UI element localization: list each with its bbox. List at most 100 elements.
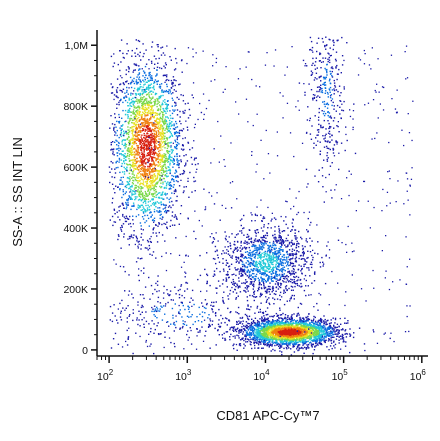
data-point	[168, 188, 171, 190]
data-point	[297, 345, 300, 347]
data-point	[127, 198, 129, 201]
data-point	[163, 222, 165, 225]
data-point	[279, 325, 281, 327]
data-point	[150, 141, 152, 143]
data-point	[140, 97, 142, 100]
data-point	[176, 195, 178, 198]
data-point	[331, 329, 333, 331]
data-point	[126, 163, 128, 165]
data-point	[164, 209, 167, 212]
data-point	[134, 100, 136, 103]
data-point	[133, 165, 136, 167]
data-point	[158, 202, 160, 204]
data-point	[317, 339, 319, 341]
data-point	[172, 158, 175, 160]
data-point	[142, 157, 144, 159]
data-point	[170, 160, 172, 162]
data-point	[144, 175, 147, 177]
data-point	[163, 198, 165, 200]
data-point	[141, 183, 144, 185]
data-point	[309, 332, 311, 334]
data-point	[341, 336, 344, 338]
data-point	[233, 343, 235, 345]
data-point	[135, 184, 137, 187]
data-point	[130, 147, 132, 149]
data-point	[272, 342, 274, 344]
data-point	[152, 229, 154, 231]
data-point	[194, 157, 196, 159]
data-point	[244, 338, 247, 341]
data-point	[140, 177, 142, 179]
data-point	[139, 175, 142, 177]
data-point	[308, 326, 311, 328]
data-point	[276, 344, 278, 346]
data-point	[185, 254, 187, 256]
data-point	[250, 341, 252, 343]
data-point	[271, 330, 274, 332]
data-point	[148, 247, 151, 250]
data-point	[174, 68, 177, 70]
data-point	[153, 170, 155, 172]
data-point	[167, 210, 169, 212]
data-point	[262, 327, 264, 329]
data-point	[290, 342, 292, 344]
data-point	[304, 337, 307, 339]
data-point	[320, 320, 323, 323]
data-point	[143, 137, 145, 139]
data-point	[138, 147, 140, 149]
data-point	[152, 151, 155, 154]
data-point	[147, 175, 149, 177]
data-point	[158, 97, 160, 99]
data-point	[146, 136, 148, 138]
data-point	[274, 323, 276, 326]
data-point	[268, 343, 270, 346]
data-point	[153, 142, 155, 145]
data-point	[167, 125, 169, 127]
data-point	[130, 190, 132, 192]
data-point	[275, 334, 277, 336]
data-point	[155, 58, 157, 60]
data-point	[154, 147, 156, 150]
data-point	[283, 332, 286, 335]
data-point	[256, 319, 259, 322]
data-point	[177, 175, 179, 177]
data-point	[157, 122, 159, 124]
data-point	[175, 135, 178, 137]
data-point	[164, 118, 166, 120]
data-point	[151, 153, 153, 155]
data-point	[111, 168, 113, 170]
data-point	[149, 171, 151, 173]
data-point	[285, 322, 287, 324]
data-point	[143, 194, 146, 197]
data-point	[160, 155, 162, 157]
data-point	[120, 179, 122, 181]
data-point	[252, 337, 254, 339]
data-point	[281, 325, 284, 327]
data-point	[193, 176, 195, 179]
data-point	[123, 173, 126, 175]
data-point	[153, 211, 156, 213]
data-point	[155, 130, 157, 132]
data-point	[165, 167, 167, 169]
data-point	[157, 161, 159, 163]
data-point	[142, 43, 144, 45]
data-point	[121, 125, 123, 127]
data-point	[316, 340, 318, 343]
data-point	[143, 160, 145, 163]
data-point	[125, 215, 128, 217]
data-point	[285, 342, 288, 344]
data-point	[290, 318, 292, 321]
data-point	[278, 317, 280, 319]
data-point	[162, 111, 164, 114]
data-point	[121, 171, 124, 173]
data-point	[324, 339, 326, 342]
data-point	[150, 149, 153, 151]
data-point	[113, 148, 115, 150]
data-point	[169, 197, 172, 199]
data-point	[170, 141, 172, 144]
data-point	[298, 337, 300, 339]
data-point	[133, 63, 135, 65]
data-point	[290, 336, 292, 339]
data-point	[279, 339, 281, 342]
data-point	[225, 331, 227, 333]
